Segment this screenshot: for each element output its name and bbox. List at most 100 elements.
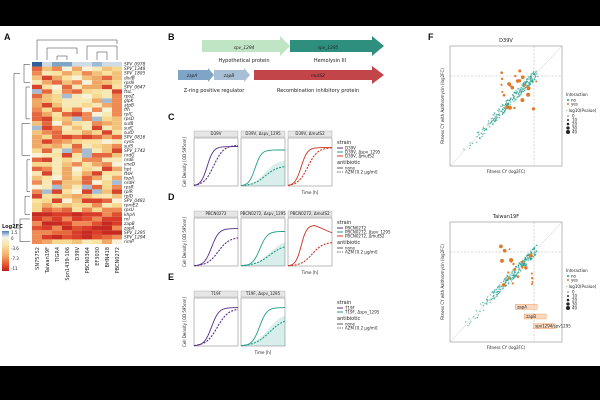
heatmap-cell: [32, 212, 42, 217]
heatmap-cell: [42, 98, 52, 103]
heatmap-cell: [102, 180, 112, 185]
heatmap-cell: [102, 216, 112, 222]
gene-label: rpsN: [124, 80, 135, 86]
fitness-scatter-plots: D39V Fitness CY (log2FC) Fitness CY with A…: [440, 38, 597, 350]
heatmap-cell: [92, 203, 102, 208]
legend-entry: 10: [572, 293, 578, 298]
heatmap-cell: [32, 93, 42, 99]
scatter-point: [496, 119, 498, 122]
scatter-point-interaction: [500, 71, 504, 75]
heatmap-cell: [82, 184, 92, 190]
legend-entry: D39V: [345, 145, 356, 150]
heatmap-cell: [82, 139, 92, 144]
heatmap-cell: [62, 71, 72, 76]
heatmap-cell: [72, 207, 82, 213]
scatter-point: [494, 297, 496, 299]
heatmap-cell: [52, 130, 62, 135]
scatter-point: [528, 81, 530, 83]
heatmap-cell: [72, 239, 82, 244]
heatmap-cell: [52, 93, 62, 99]
gene-arrow-zapA: [178, 68, 214, 82]
gene-arrow-zapB: [214, 68, 250, 82]
scatter-point: [516, 266, 518, 268]
heatmap-cell: [52, 139, 62, 144]
gene-label: rpsD: [124, 116, 135, 122]
scatter-point: [483, 132, 485, 135]
heatmap-cell: [62, 102, 72, 108]
heatmap-cell: [82, 121, 92, 126]
heatmap-cell: [102, 93, 112, 99]
scatter-point: [529, 250, 532, 252]
scatter-point: [495, 118, 498, 120]
heatmap-cell: [92, 125, 102, 131]
scatter-point-interaction: [507, 277, 511, 280]
scatter-point: [487, 120, 490, 122]
heatmap-cell: [112, 180, 122, 185]
legend-title: Log2FC: [2, 224, 23, 230]
heatmap-cell: [32, 62, 42, 67]
heatmap-cell: [72, 143, 82, 149]
scatter-point: [501, 110, 503, 113]
scatter-point: [481, 135, 483, 137]
scatter-point: [522, 259, 524, 261]
scatter-point: [504, 110, 506, 113]
scatter-point: [507, 102, 509, 105]
heatmap-cell: [42, 193, 52, 199]
scatter-point: [519, 93, 521, 96]
heatmap-cell: [112, 71, 122, 76]
growth-curve-azm: [193, 308, 239, 347]
scatter-point-interaction: [500, 77, 504, 81]
scatter-point: [514, 99, 516, 101]
gene-label: rpmE2: [124, 203, 138, 209]
dendrogram-branch: [21, 123, 30, 156]
scatter-point: [519, 270, 522, 272]
heatmap-cell: [82, 162, 92, 167]
heatmap-cell: [92, 157, 102, 163]
legend-dot: [567, 275, 569, 277]
facet-title: D39V, ΔmutS2: [295, 131, 325, 136]
heatmap-cell: [72, 71, 82, 76]
heatmap-cell: [82, 157, 92, 163]
gene-label-box: [515, 304, 538, 310]
heatmap-cell: [72, 98, 82, 103]
heatmap-cell: [92, 153, 102, 158]
heatmap-cell: [92, 216, 102, 222]
scatter-point: [513, 92, 516, 94]
gene-label: SPV_1294: [124, 235, 146, 241]
heatmap-cell: [92, 66, 102, 72]
growth-curve-azm: [193, 144, 239, 186]
scatter-point: [513, 95, 515, 98]
scatter-point-interaction: [526, 86, 531, 91]
legend-entry: T19F, Δspv_1295: [344, 309, 380, 314]
heatmap-cell: [32, 66, 42, 72]
facet-header: [287, 130, 333, 138]
heatmap-cell: [32, 239, 42, 244]
heatmap-cell: [62, 207, 72, 213]
heatmap-cell: [52, 175, 62, 181]
heatmap-cell: [72, 121, 82, 126]
growth-curve-none: [193, 146, 238, 186]
scatter-point: [469, 144, 472, 147]
heatmap-cell: [112, 234, 122, 240]
legend-entry: AZM [0.2 µg/ml]: [345, 169, 378, 174]
growth-curve-none: [287, 147, 332, 186]
heatmap-cell: [72, 112, 82, 117]
heatmap-cell: [52, 203, 62, 208]
heatmap-cell: [82, 62, 92, 67]
gene-label: atpB: [124, 103, 134, 109]
scatter-point: [483, 127, 485, 130]
scatter-point: [499, 114, 501, 117]
heatmap-cell: [62, 212, 72, 217]
heatmap-cell: [32, 184, 42, 190]
scatter-point: [525, 84, 527, 86]
gene-label: nrdG: [124, 153, 135, 159]
scatter-point: [486, 302, 488, 304]
heatmap-cell: [102, 98, 112, 103]
strain-label: SN75752: [35, 247, 41, 270]
legend-entry: PBCN0272: [345, 225, 367, 230]
scatter-point: [519, 89, 521, 92]
scatter-point: [511, 270, 513, 272]
scatter-point: [518, 262, 520, 264]
heatmap-cell: [52, 121, 62, 126]
heatmap-cell: [102, 134, 112, 140]
